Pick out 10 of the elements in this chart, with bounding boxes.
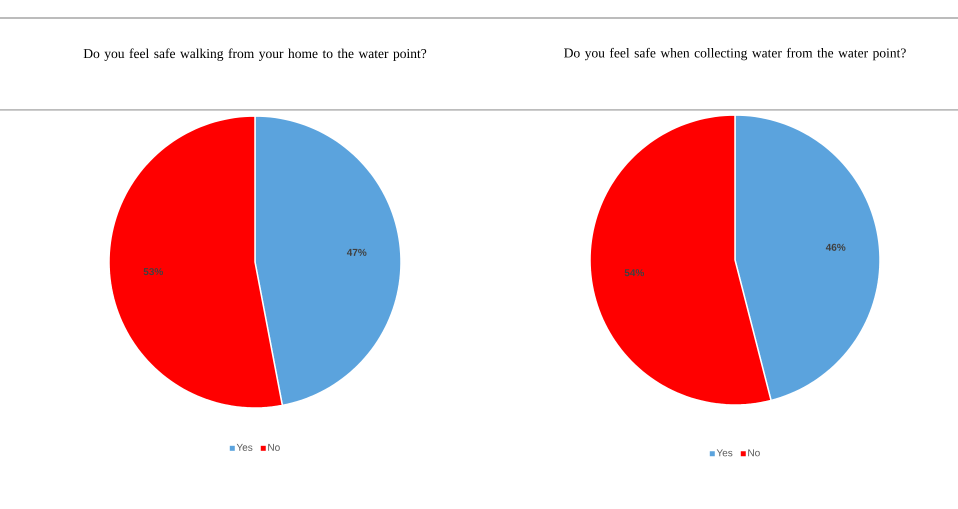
legend-label: No bbox=[268, 444, 280, 451]
data-label: 47% bbox=[346, 248, 366, 256]
data-label: 53% bbox=[144, 268, 163, 276]
legend-label: No bbox=[748, 449, 760, 456]
data-label: 54% bbox=[624, 269, 644, 276]
legend-label: Yes bbox=[716, 449, 732, 456]
chart-title: Do you feel safe when collecting water from the water point? bbox=[564, 48, 906, 60]
legend-label: Yes bbox=[236, 444, 252, 451]
chart-title: Do you feel safe walking from your home to the water point? bbox=[84, 48, 426, 61]
data-label: 46% bbox=[826, 244, 846, 251]
